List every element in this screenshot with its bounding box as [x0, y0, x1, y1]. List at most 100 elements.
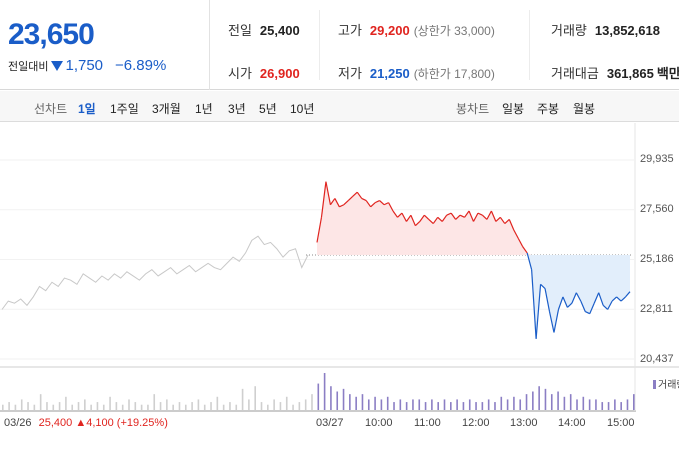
- today-series-segment: [325, 181, 332, 205]
- volume-bar: [500, 396, 503, 410]
- period-5y-tab[interactable]: 5년: [259, 102, 277, 116]
- today-series-segment: [602, 304, 609, 310]
- open-label: 시가: [228, 66, 252, 81]
- volume-bar: [115, 402, 118, 410]
- today-series-segment: [459, 214, 465, 218]
- volume-bar: [342, 388, 345, 410]
- volume-bar: [229, 402, 231, 410]
- y-tick-label: 20,437: [640, 353, 674, 365]
- today-series-segment: [464, 210, 470, 218]
- today-series-segment: [370, 202, 376, 208]
- y-tick-label: 29,935: [640, 153, 674, 165]
- volume-bar: [437, 402, 439, 410]
- volume-bar: [386, 396, 389, 410]
- today-series-segment: [526, 252, 533, 270]
- volume-bar: [254, 386, 256, 410]
- volume-bar: [494, 402, 496, 410]
- volume-bar: [563, 396, 566, 410]
- volume-bar: [20, 399, 23, 410]
- volume-bar: [431, 399, 433, 410]
- period-1w-tab[interactable]: 1주일: [110, 102, 139, 116]
- period-1y-tab[interactable]: 1년: [195, 102, 213, 116]
- chart-toolbar: 선차트 1일 1주일 3개월 1년 3년 5년 10년 봉차트 일봉 주봉 월봉: [0, 91, 679, 122]
- volume-bar: [456, 399, 458, 410]
- volume-bar: [102, 404, 105, 410]
- today-series-segment: [575, 292, 582, 302]
- volume-bars: [2, 373, 635, 410]
- volume-bar: [532, 391, 534, 410]
- volume-legend-label: 거래량: [658, 380, 679, 391]
- today-series-segment: [566, 302, 573, 308]
- today-series-segment: [531, 269, 537, 339]
- today-series-segment: [397, 212, 403, 218]
- prev-close-label: 전일: [228, 23, 252, 38]
- today-series-segment: [562, 296, 568, 308]
- volume-bar: [538, 386, 540, 410]
- prev-day-rate: (+19.25%): [116, 417, 168, 429]
- volume-bar: [191, 402, 193, 410]
- x-tick-label: 10:00: [365, 417, 393, 429]
- volume-bar: [569, 394, 572, 410]
- today-series-segment: [432, 216, 439, 224]
- volume-bar: [77, 402, 80, 410]
- today-series-segment: [620, 296, 626, 302]
- today-series-segment: [486, 210, 492, 220]
- period-3y-tab[interactable]: 3년: [228, 102, 246, 116]
- today-series-segment: [379, 200, 385, 206]
- volume-bar: [330, 386, 332, 410]
- volume-bar: [582, 396, 585, 410]
- today-series-segment: [513, 229, 519, 239]
- today-series-segment: [320, 181, 327, 218]
- trade-value-unit: 백만: [656, 66, 679, 81]
- today-series-segment: [419, 214, 425, 222]
- volume-bar: [153, 394, 156, 410]
- volume-bar: [128, 399, 130, 410]
- today-series-segment: [383, 202, 389, 206]
- today-series-segment: [593, 292, 600, 304]
- volume-bar: [121, 404, 124, 410]
- trade-value: 거래대금 361,865 백만: [551, 63, 679, 82]
- volume-bar: [405, 402, 408, 410]
- lower-limit: (하한가 17,800): [413, 67, 495, 81]
- x-tick-label: 03/27: [316, 417, 344, 429]
- current-price: 23,650: [8, 18, 95, 51]
- volume-bar: [235, 404, 238, 410]
- volume: 거래량 13,852,618: [551, 20, 660, 39]
- today-series-segment: [388, 202, 394, 212]
- volume-label: 거래량: [551, 23, 587, 38]
- candle-daily-tab[interactable]: 일봉: [502, 102, 525, 116]
- volume-bar: [468, 399, 471, 410]
- volume-bar: [46, 402, 48, 410]
- today-series-segment: [339, 204, 345, 208]
- today-series-segment: [472, 212, 479, 222]
- volume-bar: [614, 399, 616, 410]
- volume-bar: [443, 399, 446, 410]
- volume-bar: [607, 402, 610, 410]
- volume-bar: [65, 396, 67, 410]
- volume-bar: [27, 402, 29, 410]
- volume-bar: [418, 399, 421, 410]
- change-rate: −6.89%: [115, 57, 167, 74]
- prev-day-close: 25,400: [38, 417, 73, 429]
- period-3m-tab[interactable]: 3개월: [152, 102, 181, 116]
- price-chart: 29,935 27,560 25,186 22,811 20,437 거래량 0…: [0, 123, 679, 455]
- volume-bar: [197, 399, 200, 410]
- chart-marks: [1, 181, 632, 339]
- today-series-segment: [352, 191, 358, 197]
- volume-legend: 거래량: [653, 376, 679, 391]
- candle-weekly-tab[interactable]: 주봉: [537, 102, 560, 116]
- today-series-segment: [557, 296, 564, 310]
- change-amount: 1,750: [65, 57, 104, 74]
- today-series-segment: [535, 284, 542, 339]
- volume-bar: [84, 399, 86, 410]
- candle-monthly-tab[interactable]: 월봉: [573, 102, 596, 116]
- volume-bar: [374, 396, 376, 410]
- high: 고가 29,200 (상한가 33,000): [338, 20, 495, 39]
- today-series-segment: [598, 292, 604, 306]
- today-series-segment: [446, 212, 452, 216]
- today-series-segment: [365, 200, 372, 208]
- period-10y-tab[interactable]: 10년: [290, 102, 315, 116]
- volume-bar: [184, 404, 187, 410]
- period-1d-tab[interactable]: 1일: [78, 102, 96, 116]
- open: 시가 26,900: [228, 63, 300, 82]
